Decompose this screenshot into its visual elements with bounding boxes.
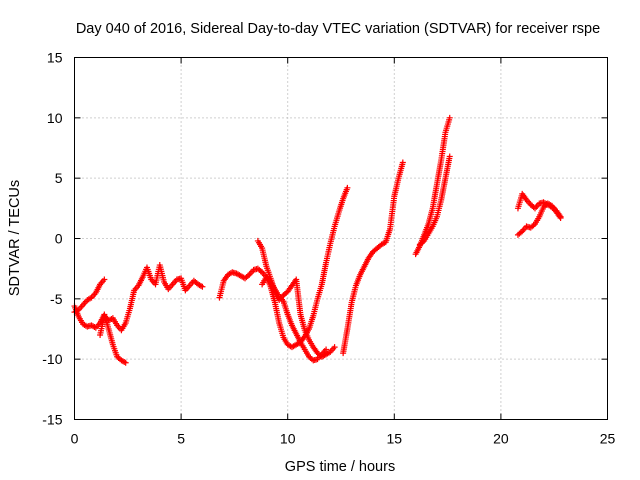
x-tick-label: 0 <box>71 431 79 447</box>
y-tick-label: 15 <box>47 50 63 66</box>
series-track <box>216 184 351 351</box>
data-point <box>101 276 108 283</box>
data-point <box>199 283 206 290</box>
plot-frame <box>74 57 608 420</box>
series-track <box>412 114 453 258</box>
series-track <box>254 237 338 360</box>
x-tick-label: 5 <box>177 431 185 447</box>
series-track <box>97 262 206 339</box>
y-tick-label: 0 <box>55 231 63 247</box>
data-point <box>399 159 406 166</box>
data-point <box>344 184 351 191</box>
axis-ticks: 0 5 10 15 20 25 -15 -10 -5 0 5 10 15 <box>42 50 615 447</box>
x-axis-label: GPS time / hours <box>285 459 395 475</box>
y-tick-label: 5 <box>55 170 63 186</box>
x-tick-label: 15 <box>387 431 403 447</box>
x-tick-label: 10 <box>280 431 296 447</box>
data-point <box>446 153 453 160</box>
grid <box>74 57 608 420</box>
chart-title: Day 040 of 2016, Sidereal Day-to-day VTE… <box>76 21 600 37</box>
data-point <box>446 114 453 121</box>
y-tick-label: -5 <box>50 291 63 307</box>
x-tick-label: 20 <box>493 431 509 447</box>
series-track <box>259 274 330 364</box>
series-track <box>514 190 564 221</box>
series-track <box>340 159 406 357</box>
data-point <box>331 344 338 351</box>
x-tick-label: 25 <box>600 431 616 447</box>
data-point <box>122 359 129 366</box>
series-track <box>71 276 108 316</box>
y-tick-label: -10 <box>42 351 62 367</box>
series-track <box>416 153 453 248</box>
data-point <box>323 346 330 353</box>
y-tick-label: 10 <box>47 110 63 126</box>
data-point <box>557 214 564 221</box>
y-axis-label: SDTVAR / TECUs <box>7 180 23 296</box>
y-tick-label: -15 <box>42 412 62 428</box>
data-points <box>71 114 564 366</box>
